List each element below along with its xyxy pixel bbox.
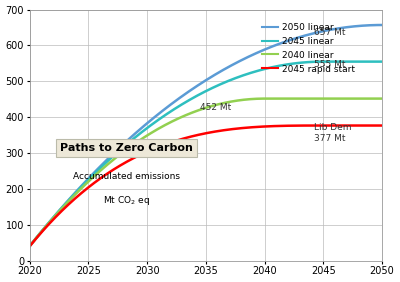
2040 linear [27, 244, 32, 248]
Line: 2045 linear: 2045 linear [30, 62, 382, 246]
2045 linear [380, 60, 384, 63]
2045 rapid start [90, 183, 94, 186]
Text: Accumulated emissions: Accumulated emissions [73, 172, 180, 181]
2045 rapid start [235, 127, 240, 130]
2045 rapid start [322, 124, 326, 127]
Text: 555 Mt: 555 Mt [314, 60, 346, 69]
2050 linear [90, 173, 94, 177]
Text: 452 Mt: 452 Mt [200, 103, 231, 113]
2050 linear [27, 244, 32, 248]
2040 linear [293, 97, 298, 100]
2045 linear [322, 60, 326, 63]
2040 linear [262, 97, 267, 100]
2045 rapid start [118, 164, 123, 167]
2040 linear [187, 112, 192, 116]
2045 linear [27, 244, 32, 248]
Line: 2045 rapid start: 2045 rapid start [30, 125, 382, 246]
2050 linear [262, 48, 267, 51]
2040 linear [118, 153, 123, 156]
2045 rapid start [27, 245, 32, 248]
2040 linear [90, 177, 94, 180]
2040 linear [263, 97, 268, 100]
2045 linear [118, 148, 123, 151]
Line: 2050 linear: 2050 linear [30, 25, 382, 246]
2045 rapid start [380, 124, 384, 127]
2050 linear [235, 61, 240, 64]
2045 linear [187, 98, 192, 102]
Text: Lib Dem
377 Mt: Lib Dem 377 Mt [314, 123, 352, 143]
2045 linear [235, 76, 240, 79]
Line: 2040 linear: 2040 linear [30, 99, 382, 246]
2045 linear [90, 174, 94, 178]
2050 linear [187, 90, 192, 93]
2045 linear [292, 62, 297, 65]
2050 linear [292, 37, 297, 40]
Text: Paths to Zero Carbon: Paths to Zero Carbon [60, 143, 193, 153]
Text: 657 Mt: 657 Mt [314, 28, 346, 37]
2040 linear [380, 97, 384, 100]
2045 rapid start [262, 125, 267, 128]
Text: Mt CO$_{\mathregular{2}}$ eq: Mt CO$_{\mathregular{2}}$ eq [103, 194, 150, 207]
2050 linear [380, 23, 384, 27]
2045 rapid start [292, 124, 297, 127]
2045 linear [262, 67, 267, 70]
Legend: 2050 linear, 2045 linear, 2040 linear, 2045 rapid start: 2050 linear, 2045 linear, 2040 linear, 2… [258, 19, 359, 77]
2045 rapid start [187, 135, 192, 139]
2040 linear [235, 99, 240, 102]
2050 linear [118, 145, 123, 149]
